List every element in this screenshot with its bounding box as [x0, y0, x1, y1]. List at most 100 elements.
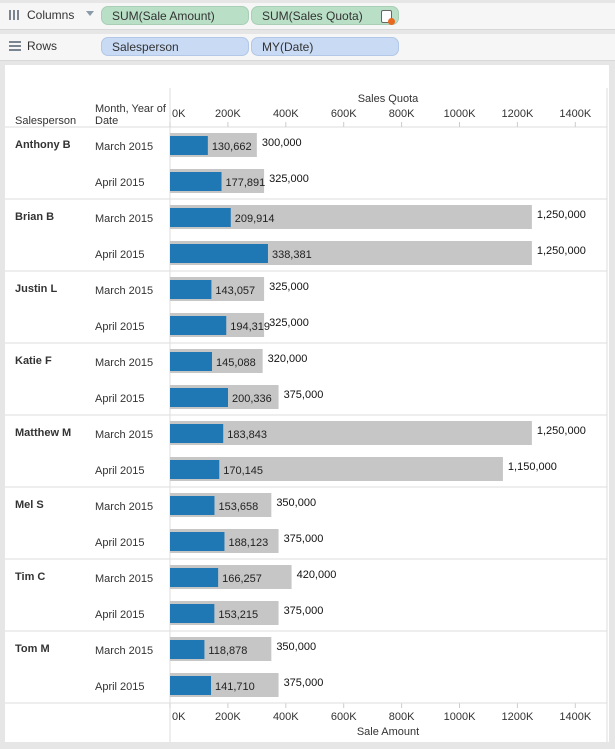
dual-axis-icon: [381, 10, 395, 25]
sale-value-label: 153,215: [218, 609, 258, 621]
date-label: March 2015: [95, 285, 153, 297]
quota-value-label: 375,000: [284, 389, 324, 401]
top-tick-label: 1000K: [444, 108, 476, 120]
sale-bar: [170, 568, 219, 587]
sale-bar: [170, 244, 268, 263]
sale-value-label: 143,057: [215, 285, 255, 297]
date-label: March 2015: [95, 645, 153, 657]
quota-value-label: 350,000: [276, 497, 316, 509]
sale-bar: [170, 136, 208, 155]
sale-value-label: 338,381: [272, 249, 312, 261]
date-label: April 2015: [95, 681, 145, 693]
date-label: April 2015: [95, 609, 145, 621]
bottom-tick-label: 1400K: [559, 711, 591, 723]
rows-shelf-label: Rows: [9, 39, 57, 53]
top-tick-label: 0K: [172, 108, 186, 120]
columns-shelf: Columns SUM(Sale Amount) SUM(Sales Quota…: [0, 3, 615, 30]
sale-bar: [170, 280, 212, 299]
top-tick-label: 800K: [389, 108, 415, 120]
quota-value-label: 325,000: [269, 281, 309, 293]
date-label: March 2015: [95, 501, 153, 513]
quota-value-label: 375,000: [284, 677, 324, 689]
top-tick-label: 600K: [331, 108, 357, 120]
top-tick-label: 200K: [215, 108, 241, 120]
sale-value-label: 141,710: [215, 681, 255, 693]
date-label: April 2015: [95, 393, 145, 405]
sale-bar: [170, 604, 215, 623]
date-label: March 2015: [95, 429, 153, 441]
columns-icon: [9, 10, 19, 20]
pill-sales-quota[interactable]: SUM(Sales Quota): [251, 6, 399, 25]
sale-bar: [170, 316, 227, 335]
quota-value-label: 1,150,000: [508, 461, 557, 473]
sale-value-label: 130,662: [212, 141, 252, 153]
salesperson-label: Justin L: [15, 283, 57, 295]
bottom-tick-label: 600K: [331, 711, 357, 723]
sale-value-label: 170,145: [223, 465, 263, 477]
quota-value-label: 375,000: [284, 533, 324, 545]
quota-value-label: 325,000: [269, 173, 309, 185]
salesperson-label: Tim C: [15, 571, 45, 583]
sale-bar: [170, 388, 228, 407]
sale-value-label: 118,878: [208, 645, 247, 657]
bottom-tick-label: 400K: [273, 711, 299, 723]
date-label: April 2015: [95, 465, 145, 477]
header-salesperson: Salesperson: [15, 115, 76, 127]
salesperson-label: Anthony B: [15, 139, 71, 151]
sale-value-label: 183,843: [227, 429, 267, 441]
bottom-tick-label: 1000K: [444, 711, 476, 723]
sale-value-label: 145,088: [216, 357, 256, 369]
date-label: April 2015: [95, 177, 145, 189]
quota-value-label: 420,000: [297, 569, 337, 581]
date-label: April 2015: [95, 321, 145, 333]
quota-value-label: 320,000: [268, 353, 308, 365]
bottom-axis-title: Sale Amount: [357, 726, 419, 738]
salesperson-label: Katie F: [15, 355, 52, 367]
quota-value-label: 1,250,000: [537, 245, 586, 257]
top-tick-label: 1200K: [501, 108, 533, 120]
salesperson-label: Tom M: [15, 643, 50, 655]
header-date-line2: Date: [95, 115, 118, 127]
columns-shelf-label: Columns: [9, 8, 74, 22]
sale-bar: [170, 424, 224, 443]
bottom-tick-label: 800K: [389, 711, 415, 723]
rows-icon: [9, 41, 21, 51]
viz-panel: [5, 65, 609, 742]
date-label: April 2015: [95, 249, 145, 261]
pill-my-date[interactable]: MY(Date): [251, 37, 399, 56]
sale-value-label: 194,319: [230, 321, 270, 333]
quota-value-label: 300,000: [262, 137, 302, 149]
salesperson-label: Brian B: [15, 211, 54, 223]
pill-salesperson[interactable]: Salesperson: [101, 37, 249, 56]
sale-bar: [170, 496, 215, 515]
sale-value-label: 153,658: [218, 501, 258, 513]
salesperson-label: Matthew M: [15, 427, 71, 439]
bottom-tick-label: 1200K: [501, 711, 533, 723]
date-label: March 2015: [95, 141, 153, 153]
bottom-tick-label: 200K: [215, 711, 241, 723]
sale-value-label: 200,336: [232, 393, 272, 405]
quota-value-label: 1,250,000: [537, 425, 586, 437]
sale-bar: [170, 172, 222, 191]
sale-bar: [170, 640, 205, 659]
quota-value-label: 350,000: [276, 641, 316, 653]
sale-value-label: 209,914: [235, 213, 275, 225]
bottom-tick-label: 0K: [172, 711, 186, 723]
sale-value-label: 177,891: [225, 177, 265, 189]
quota-bar: [170, 457, 503, 481]
quota-bar: [170, 421, 532, 445]
sale-value-label: 166,257: [222, 573, 262, 585]
quota-value-label: 375,000: [284, 605, 324, 617]
date-label: March 2015: [95, 573, 153, 585]
sale-bar: [170, 532, 225, 551]
sale-bar: [170, 352, 213, 371]
rows-shelf: Rows Salesperson MY(Date): [0, 34, 615, 61]
pill-sale-amount[interactable]: SUM(Sale Amount): [101, 6, 249, 25]
date-label: March 2015: [95, 357, 153, 369]
date-label: March 2015: [95, 213, 153, 225]
top-tick-label: 400K: [273, 108, 299, 120]
sale-bar: [170, 460, 220, 479]
sale-bar: [170, 676, 212, 695]
columns-dropdown-icon[interactable]: [86, 11, 94, 16]
